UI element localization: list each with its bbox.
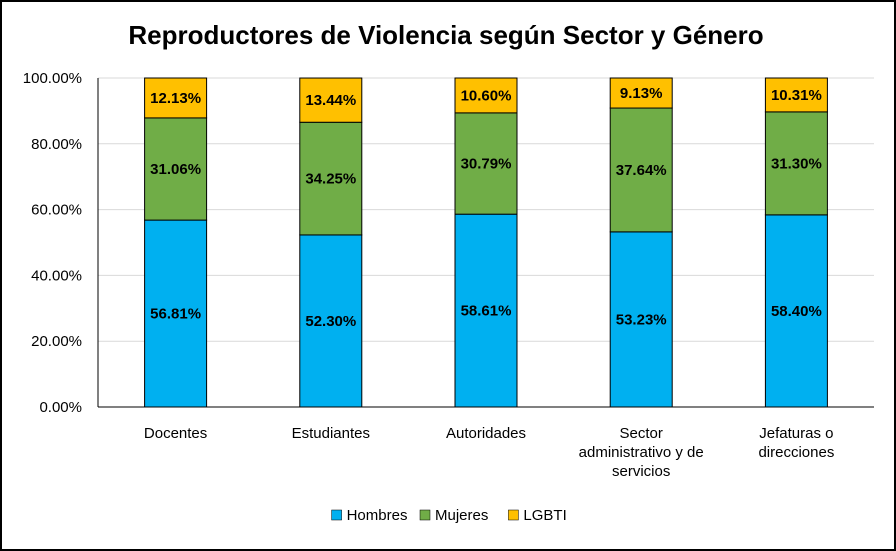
x-tick-label: Docentes	[144, 425, 207, 442]
data-label: 53.23%	[616, 311, 667, 328]
legend-label-lgbti: LGBTI	[523, 507, 566, 524]
bar-segment-hombres	[299, 234, 363, 408]
data-label: 58.61%	[461, 303, 512, 320]
y-tick-label: 0.00%	[39, 399, 82, 416]
data-label: 9.13%	[620, 85, 663, 102]
x-tick-label: direcciones	[758, 444, 834, 461]
x-tick-label: Estudiantes	[292, 425, 370, 442]
legend-swatch-lgbti	[508, 509, 519, 521]
data-label: 34.25%	[305, 171, 356, 188]
data-label: 31.30%	[771, 155, 822, 172]
bar-segment-lgbti	[609, 77, 673, 109]
legend-swatch-mujeres	[419, 509, 431, 521]
y-tick-label: 40.00%	[31, 267, 82, 284]
y-tick-label: 60.00%	[31, 202, 82, 219]
legend-swatch-hombres	[331, 509, 342, 521]
bar-segment-lgbti	[299, 77, 363, 123]
bar-segment-lgbti	[454, 77, 518, 114]
bar-segment-hombres	[454, 213, 518, 408]
data-label: 56.81%	[150, 306, 201, 323]
data-label: 10.60%	[461, 87, 512, 104]
bar-segment-mujeres	[609, 107, 673, 233]
x-tick-label: servicios	[612, 463, 670, 480]
data-label: 13.44%	[305, 92, 356, 109]
legend-label-mujeres: Mujeres	[435, 507, 488, 524]
bar-segment-mujeres	[454, 112, 518, 215]
bar-segment-mujeres	[299, 121, 363, 236]
data-label: 12.13%	[150, 90, 201, 107]
y-tick-label: 80.00%	[31, 136, 82, 153]
x-tick-label: Autoridades	[446, 425, 526, 442]
x-tick-label: Jefaturas o	[759, 425, 833, 442]
legend-label-hombres: Hombres	[347, 507, 408, 524]
data-label: 52.30%	[305, 313, 356, 330]
data-label: 31.06%	[150, 161, 201, 178]
bar-segment-hombres	[144, 219, 208, 408]
bar-segment-hombres	[609, 231, 673, 408]
x-tick-label: Sector	[620, 425, 663, 442]
data-label: 37.64%	[616, 162, 667, 179]
y-tick-label: 20.00%	[31, 333, 82, 350]
bar-segment-mujeres	[144, 117, 208, 221]
chart-title: Reproductores de Violencia según Sector …	[128, 20, 764, 50]
bar-segment-lgbti	[144, 77, 208, 119]
data-label: 30.79%	[461, 156, 512, 173]
data-label: 58.40%	[771, 303, 822, 320]
x-tick-label: administrativo y de	[579, 444, 704, 461]
bar-segment-lgbti	[764, 77, 828, 113]
data-label: 10.31%	[771, 87, 822, 104]
y-tick-label: 100.00%	[23, 70, 82, 87]
